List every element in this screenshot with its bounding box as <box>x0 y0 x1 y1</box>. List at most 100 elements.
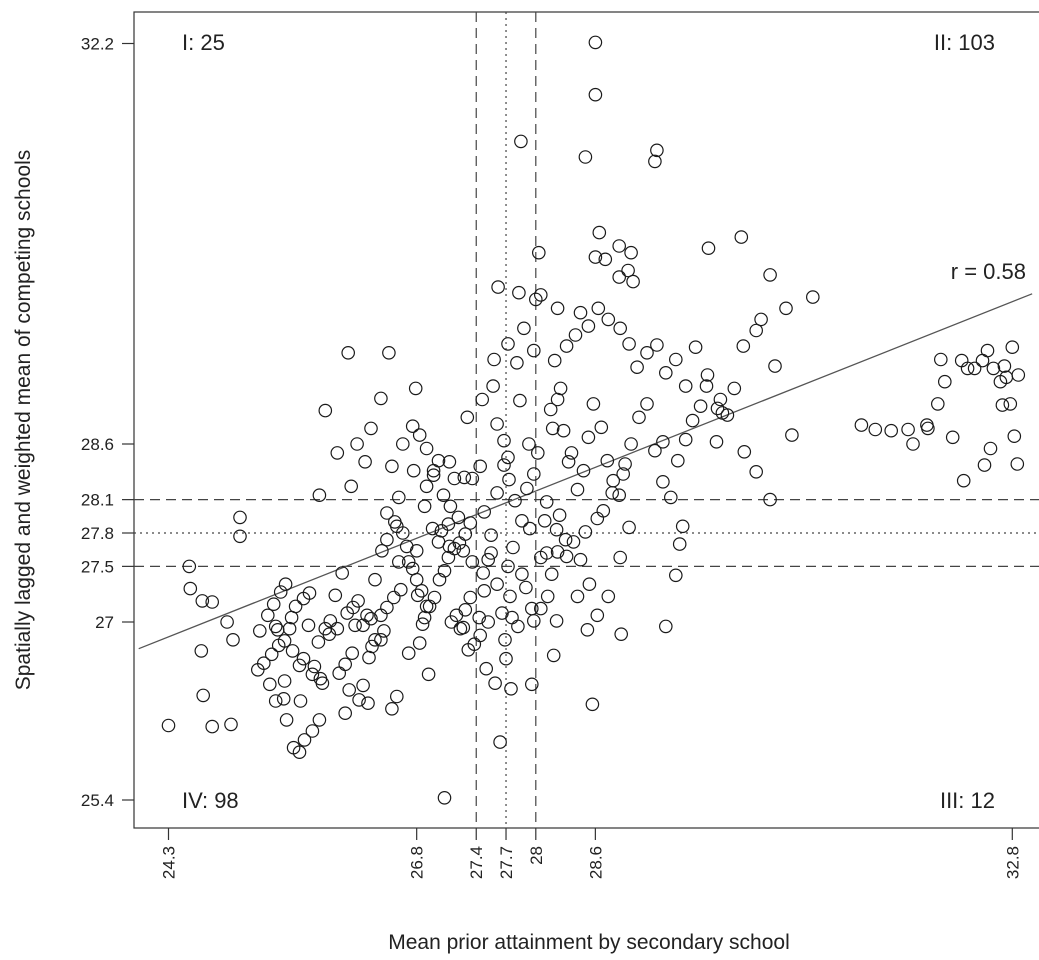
data-point <box>533 288 548 302</box>
data-point <box>451 510 466 525</box>
data-point <box>417 499 432 514</box>
data-point <box>656 434 670 449</box>
data-point <box>305 724 320 738</box>
data-point <box>688 340 703 354</box>
data-point <box>395 526 410 540</box>
data-point <box>906 437 920 451</box>
data-point <box>622 520 636 535</box>
data-point <box>458 602 473 617</box>
data-point <box>279 713 294 727</box>
data-point <box>302 586 317 600</box>
data-point <box>341 345 355 360</box>
data-point <box>901 422 915 437</box>
data-point <box>360 608 374 623</box>
data-point <box>612 488 626 502</box>
data-point <box>1003 397 1018 411</box>
data-point <box>421 667 436 682</box>
data-point <box>270 622 285 637</box>
data-point <box>463 590 478 605</box>
data-point <box>264 647 279 662</box>
data-point <box>763 268 777 282</box>
data-point <box>458 527 473 541</box>
data-point <box>196 688 210 703</box>
data-point <box>380 506 394 520</box>
data-point <box>561 454 576 469</box>
data-point <box>338 657 352 672</box>
data-point <box>736 339 751 353</box>
data-point <box>601 589 616 604</box>
data-point <box>672 537 687 551</box>
data-point <box>410 588 425 603</box>
data-point <box>276 691 291 706</box>
data-point <box>508 493 522 508</box>
data-point <box>1010 457 1025 471</box>
data-point <box>417 610 432 625</box>
data-point <box>358 454 372 469</box>
data-point <box>549 522 564 537</box>
data-point <box>268 694 283 708</box>
data-point <box>533 601 548 616</box>
data-point <box>436 488 451 502</box>
data-point <box>528 292 543 307</box>
data-point <box>749 464 763 479</box>
data-point <box>442 454 457 469</box>
data-point <box>477 505 491 519</box>
data-point <box>576 463 591 478</box>
data-point <box>476 566 490 580</box>
data-point <box>344 479 358 494</box>
data-point <box>486 379 500 393</box>
data-point <box>986 361 1001 376</box>
data-point <box>678 379 693 393</box>
data-point <box>956 473 971 488</box>
data-point <box>335 566 349 580</box>
data-point <box>422 599 437 614</box>
data-point <box>301 618 316 633</box>
data-point <box>513 393 527 408</box>
data-point <box>493 735 507 749</box>
data-point <box>805 290 820 304</box>
data-point <box>415 617 430 631</box>
x-tick-label: 27.7 <box>497 846 516 879</box>
data-point <box>356 618 370 633</box>
data-point <box>277 634 292 648</box>
data-point <box>408 381 423 396</box>
data-point <box>570 482 585 497</box>
data-point <box>441 550 456 565</box>
data-point <box>406 463 421 478</box>
data-point <box>573 305 588 320</box>
data-point <box>401 555 416 569</box>
data-point <box>624 245 638 260</box>
data-point <box>374 391 388 406</box>
data-point <box>479 661 493 676</box>
data-point <box>884 423 898 438</box>
data-point <box>640 397 654 411</box>
data-point <box>277 674 292 688</box>
data-point <box>465 555 480 569</box>
data-point <box>356 678 370 693</box>
data-point <box>409 572 424 587</box>
data-point <box>490 417 504 431</box>
data-point <box>658 619 673 634</box>
data-point <box>268 619 283 634</box>
data-point <box>351 594 365 608</box>
quadrant-label-IV: IV: 98 <box>182 788 239 813</box>
data-point <box>693 399 708 413</box>
data-point <box>488 676 502 690</box>
data-point <box>531 245 546 260</box>
data-point <box>401 646 416 660</box>
data-point <box>539 546 554 560</box>
data-point <box>517 321 531 336</box>
data-point <box>622 337 636 351</box>
data-point <box>675 519 690 534</box>
x-tick-label: 27.4 <box>467 846 486 879</box>
data-point <box>556 423 571 438</box>
data-point <box>670 453 685 468</box>
data-point <box>779 301 793 316</box>
data-point <box>305 667 320 682</box>
data-point <box>640 345 654 360</box>
data-point <box>568 328 583 342</box>
data-point <box>475 392 489 407</box>
data-point <box>624 437 638 451</box>
data-point <box>444 615 459 629</box>
